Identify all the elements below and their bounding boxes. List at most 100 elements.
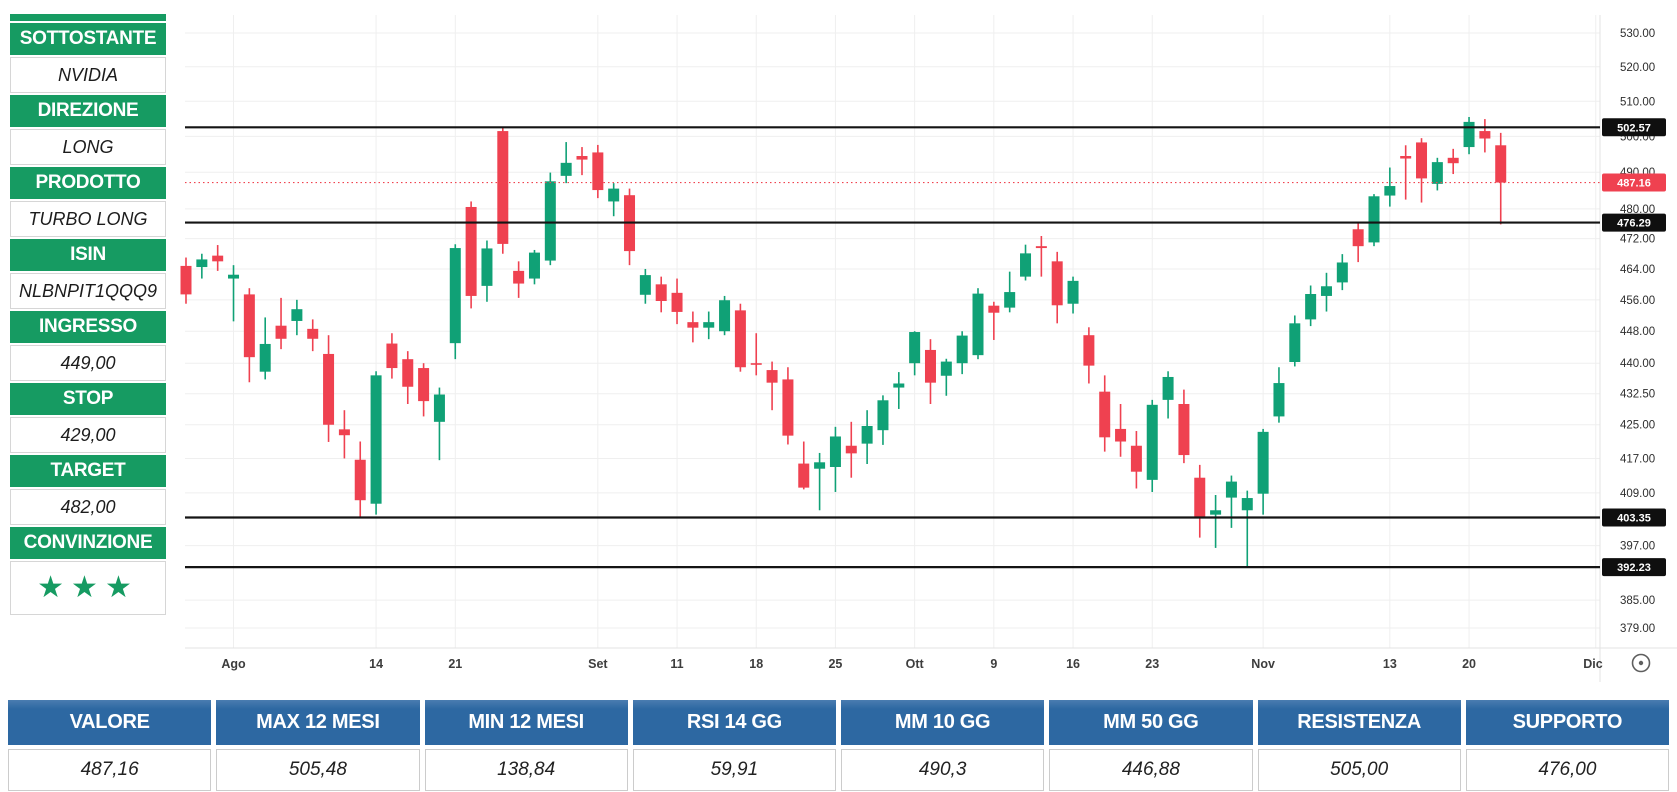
candle-body — [386, 343, 398, 369]
candle — [1130, 431, 1142, 489]
candle-body — [1194, 477, 1206, 518]
value-ingresso: 449,00 — [10, 345, 166, 381]
time-axis-label[interactable]: 14 — [369, 657, 383, 671]
candle-body — [1320, 286, 1332, 296]
candle-body — [829, 436, 841, 467]
candle-body — [1020, 253, 1032, 277]
candle — [354, 441, 366, 518]
candle-body — [845, 445, 857, 454]
candle-body — [307, 328, 319, 339]
time-axis-label[interactable]: 21 — [448, 657, 462, 671]
candle — [528, 249, 540, 285]
candle — [608, 183, 620, 217]
time-axis-label[interactable]: 13 — [1383, 657, 1397, 671]
candle — [1289, 315, 1301, 367]
candle-body — [1305, 294, 1317, 320]
candle — [877, 395, 889, 445]
conviction-stars: ★★★ — [10, 561, 166, 615]
candle — [956, 331, 968, 375]
candle — [687, 311, 699, 343]
candle-body — [370, 375, 382, 504]
label-stop: STOP — [10, 383, 166, 415]
col-valore: VALORE — [8, 700, 212, 745]
candle — [513, 261, 525, 298]
time-axis-label[interactable]: 16 — [1066, 657, 1080, 671]
price-level-badge-value: 502.57 — [1617, 122, 1651, 134]
candle-body — [956, 335, 968, 364]
candle-body — [323, 353, 335, 425]
summary-table: VALORE MAX 12 MESI MIN 12 MESI RSI 14 GG… — [8, 700, 1669, 791]
candle — [228, 265, 240, 322]
candle — [909, 331, 921, 376]
rsi-14-gg-value: 59,91 — [632, 749, 836, 791]
candle-body — [1431, 162, 1443, 184]
candle — [1305, 285, 1317, 327]
candle — [243, 288, 255, 383]
label-sottostante: SOTTOSTANTE — [10, 23, 166, 55]
candle — [1495, 132, 1507, 225]
candle — [1210, 495, 1222, 548]
label-prodotto: PRODOTTO — [10, 167, 166, 199]
price-tick-label: 385.00 — [1620, 595, 1655, 607]
candle — [1225, 475, 1237, 528]
candle — [1115, 403, 1127, 457]
candle-body — [497, 131, 509, 244]
candle-body — [1178, 403, 1190, 456]
candle — [370, 371, 382, 515]
candle-body — [196, 259, 208, 268]
candle-body — [1463, 121, 1475, 148]
candle — [624, 188, 636, 266]
candle-body — [1083, 335, 1095, 366]
candle-body — [1051, 261, 1063, 306]
cropped-header-strip — [10, 14, 166, 21]
time-axis-label[interactable]: 18 — [749, 657, 763, 671]
candle — [1352, 221, 1364, 263]
time-axis-label[interactable]: 9 — [990, 657, 997, 671]
value-direzione: LONG — [10, 129, 166, 165]
candle-body — [243, 294, 255, 358]
value-prodotto: TURBO LONG — [10, 201, 166, 237]
time-axis-label[interactable]: Set — [588, 657, 608, 671]
candle — [275, 297, 287, 350]
time-axis-label[interactable]: 25 — [828, 657, 842, 671]
candle-body — [259, 343, 271, 372]
candlestick-chart[interactable]: 530.00520.00510.00500.00490.00480.00472.… — [0, 0, 1677, 692]
candle — [1400, 145, 1412, 200]
time-axis-label[interactable]: 20 — [1462, 657, 1476, 671]
candle-body — [402, 359, 414, 387]
candle — [655, 276, 667, 313]
candle-body — [1225, 481, 1237, 498]
candle-body — [1495, 145, 1507, 183]
time-axis-label[interactable]: Ago — [221, 657, 246, 671]
price-tick-label: 379.00 — [1620, 623, 1655, 635]
candle — [1004, 271, 1016, 313]
candle-body — [671, 292, 683, 312]
candle-body — [972, 293, 984, 356]
candle-body — [687, 322, 699, 328]
candle — [433, 387, 445, 461]
price-tick-label: 397.00 — [1620, 541, 1655, 553]
candle-body — [576, 156, 588, 160]
time-axis-label[interactable]: 11 — [670, 657, 683, 671]
candle-body — [291, 309, 303, 321]
candle — [814, 452, 826, 511]
candle-body — [1384, 186, 1396, 196]
candle-body — [275, 325, 287, 339]
candle-body — [1162, 376, 1174, 400]
mm-10-gg-value: 490,3 — [841, 749, 1045, 791]
col-max-12-mesi: MAX 12 MESI — [216, 700, 420, 745]
candle — [1431, 157, 1443, 191]
time-axis-label[interactable]: Dic — [1583, 657, 1603, 671]
candle — [576, 147, 588, 176]
candle-body — [814, 462, 826, 469]
axis-settings-icon[interactable] — [1631, 653, 1651, 673]
time-axis-label[interactable]: 23 — [1145, 657, 1159, 671]
candle — [1336, 254, 1348, 291]
value-isin: NLBNPIT1QQQ9 — [10, 273, 166, 309]
candle-body — [719, 300, 731, 332]
candle — [1083, 327, 1095, 384]
time-axis-label[interactable]: Nov — [1251, 657, 1275, 671]
price-tick-label: 464.00 — [1620, 264, 1655, 276]
time-axis-label[interactable]: Ott — [906, 657, 925, 671]
candle-body — [1416, 142, 1428, 179]
